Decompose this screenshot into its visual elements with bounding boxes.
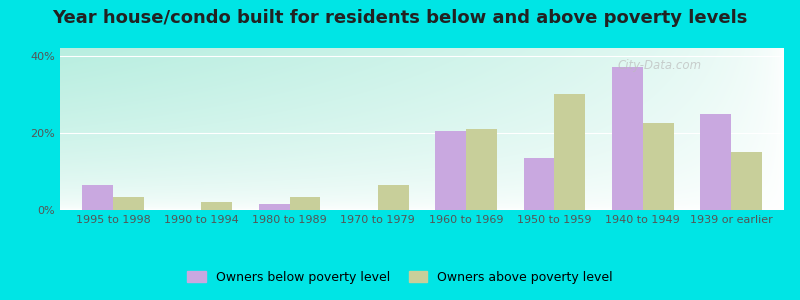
Legend: Owners below poverty level, Owners above poverty level: Owners below poverty level, Owners above… bbox=[183, 267, 617, 288]
Bar bbox=[700, 114, 731, 210]
Bar bbox=[731, 152, 762, 210]
Bar bbox=[258, 204, 290, 210]
Bar bbox=[642, 123, 674, 210]
Bar bbox=[435, 131, 466, 210]
Bar bbox=[202, 202, 232, 210]
Bar bbox=[113, 196, 144, 210]
Bar bbox=[554, 94, 586, 210]
Bar bbox=[466, 129, 497, 210]
Bar bbox=[290, 196, 321, 210]
Bar bbox=[378, 185, 409, 210]
Bar bbox=[82, 185, 113, 210]
Text: Year house/condo built for residents below and above poverty levels: Year house/condo built for residents bel… bbox=[52, 9, 748, 27]
Text: City-Data.com: City-Data.com bbox=[618, 59, 702, 72]
Bar bbox=[523, 158, 554, 210]
Bar bbox=[612, 67, 642, 210]
